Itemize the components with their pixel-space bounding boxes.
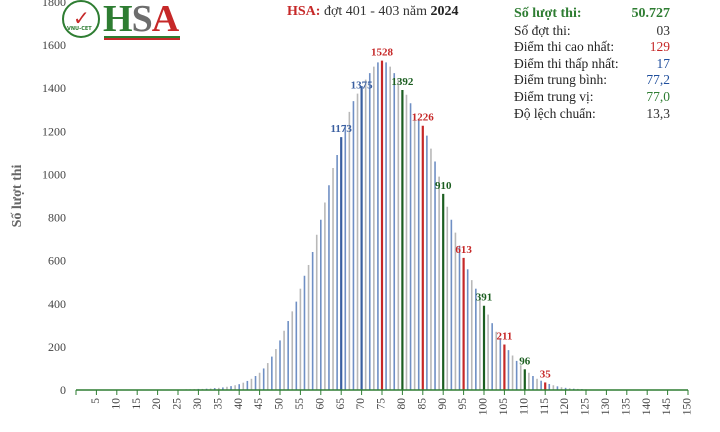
stat-value: 17 (656, 55, 671, 71)
stat-row-min: Điểm thi thấp nhất: 17 (514, 56, 670, 73)
bar-data-label: 1226 (412, 112, 435, 124)
y-tick-label: 0 (60, 383, 66, 397)
stat-label: Số lượt thi: (514, 6, 582, 21)
x-tick-label: 10 (110, 398, 122, 410)
x-tick-label: 150 (682, 398, 694, 416)
bar-data-label: 613 (455, 244, 472, 256)
check-icon: ✓ (73, 6, 90, 30)
title-text: đợt 401 - 403 năm (323, 4, 428, 19)
bar-data-label: 910 (435, 180, 452, 192)
x-tick-label: 55 (294, 398, 306, 410)
logo-line-red (104, 38, 180, 40)
x-tick-label: 5 (90, 398, 102, 404)
logo-wordmark: HSA (103, 0, 179, 40)
stat-label: Độ lệch chuẩn: (514, 105, 596, 121)
bar-data-label: 96 (519, 355, 531, 367)
y-tick-label: 1000 (42, 167, 66, 181)
y-tick-label: 1800 (42, 0, 66, 9)
x-tick-label: 70 (355, 398, 367, 410)
emblem-text: VNU-CET (67, 26, 92, 32)
title-year: 2024 (430, 4, 459, 19)
x-tick-label: 20 (151, 398, 163, 410)
stat-label: Số đợt thi: (514, 22, 571, 38)
stat-value: 13,3 (646, 105, 670, 121)
stat-row-total: Số lượt thi: 50.727 (514, 6, 670, 23)
stat-value: 77,0 (646, 88, 670, 104)
y-tick-label: 1400 (42, 81, 66, 95)
chart-title: HSA: đợt 401 - 403 năm 2024 (287, 4, 459, 20)
bar-data-label: 391 (476, 292, 493, 304)
stat-label: Điểm thi cao nhất: (514, 39, 615, 55)
logo-letter-h: H (103, 0, 133, 40)
logo-letter-a: A (151, 0, 179, 40)
y-tick-label: 1600 (42, 38, 66, 52)
title-brand: HSA: (287, 4, 321, 19)
x-tick-label: 115 (539, 398, 551, 415)
bar-data-label: 211 (496, 331, 512, 343)
stat-row-mean: Điểm trung bình: 77,2 (514, 72, 670, 89)
bar-data-label: 35 (540, 368, 552, 380)
x-tick-label: 40 (233, 398, 245, 410)
bar-data-label: 1173 (330, 123, 352, 135)
stat-row-median: Điểm trung vị: 77,0 (514, 89, 670, 106)
y-tick-label: 400 (48, 297, 66, 311)
logo-underline (104, 36, 180, 40)
logo-line-green (104, 36, 180, 38)
stat-row-max: Điểm thi cao nhất: 129 (514, 39, 670, 56)
x-tick-label: 15 (131, 398, 143, 410)
x-tick-label: 90 (437, 398, 449, 410)
stat-value: 77,2 (646, 72, 670, 88)
stats-panel: Số lượt thi: 50.727 Số đợt thi: 03 Điểm … (514, 6, 670, 122)
x-tick-label: 85 (416, 398, 428, 410)
bar-data-label: 1528 (371, 47, 394, 59)
y-tick-label: 200 (48, 340, 66, 354)
x-tick-label: 50 (274, 398, 286, 410)
x-tick-label: 130 (600, 398, 612, 416)
stat-label: Điểm trung bình: (514, 72, 607, 88)
bar-data-label: 1392 (391, 76, 414, 88)
x-tick-label: 30 (192, 398, 204, 410)
x-tick-label: 80 (396, 398, 408, 410)
bar-data-label: 1375 (351, 80, 374, 92)
y-tick-label: 800 (48, 211, 66, 225)
x-tick-label: 140 (641, 398, 653, 416)
x-tick-label: 135 (620, 398, 632, 416)
x-tick-label: 125 (580, 398, 592, 416)
x-tick-label: 75 (376, 398, 388, 410)
x-tick-label: 105 (498, 398, 510, 416)
vnu-emblem-icon: ✓ VNU-CET (62, 0, 100, 38)
x-tick-label: 100 (478, 398, 490, 416)
x-tick-label: 25 (172, 398, 184, 410)
stat-value: 03 (656, 22, 671, 38)
x-tick-label: 110 (518, 398, 530, 415)
stat-value: 129 (649, 39, 670, 55)
y-axis-label: Số lượt thi (10, 164, 25, 227)
x-tick-label: 65 (335, 398, 347, 410)
x-tick-label: 145 (661, 398, 673, 416)
logo-letter-s: S (131, 0, 153, 40)
y-tick-label: 1200 (42, 124, 66, 138)
y-tick-label: 600 (48, 254, 66, 268)
x-tick-label: 45 (253, 398, 265, 410)
stat-label: Điểm thi thấp nhất: (514, 55, 619, 71)
x-tick-label: 120 (559, 398, 571, 416)
hsa-logo: ✓ VNU-CET HSA (62, 0, 180, 40)
stat-label: Điểm trung vị: (514, 88, 594, 104)
stat-row-rounds: Số đợt thi: 03 (514, 23, 670, 40)
x-tick-label: 95 (457, 398, 469, 410)
x-tick-label: 35 (212, 398, 224, 410)
stat-row-stddev: Độ lệch chuẩn: 13,3 (514, 106, 670, 123)
x-tick-label: 60 (314, 398, 326, 410)
stat-value: 50.727 (631, 6, 671, 21)
